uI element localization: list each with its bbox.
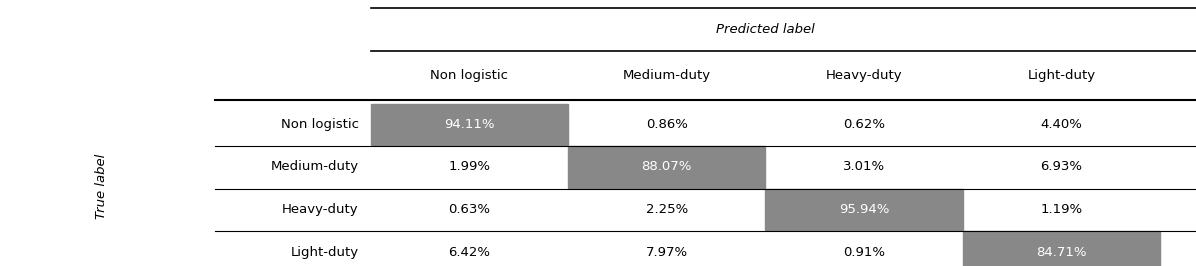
Text: Non logistic: Non logistic	[431, 69, 508, 82]
Bar	[963, 231, 1160, 266]
Text: Light-duty: Light-duty	[291, 246, 359, 259]
Text: 95.94%: 95.94%	[838, 203, 890, 216]
Text: Heavy-duty: Heavy-duty	[282, 203, 359, 216]
Bar	[765, 189, 963, 230]
Text: Medium-duty: Medium-duty	[623, 69, 710, 82]
Text: Heavy-duty: Heavy-duty	[825, 69, 903, 82]
Text: 84.71%: 84.71%	[1036, 246, 1087, 259]
Text: 1.19%: 1.19%	[1041, 203, 1082, 216]
Text: 6.93%: 6.93%	[1041, 160, 1082, 173]
Text: 3.01%: 3.01%	[843, 160, 885, 173]
Text: 7.97%: 7.97%	[646, 246, 688, 259]
Text: Light-duty: Light-duty	[1027, 69, 1096, 82]
Text: 4.40%: 4.40%	[1041, 118, 1082, 131]
Text: 0.91%: 0.91%	[843, 246, 885, 259]
Text: 2.25%: 2.25%	[646, 203, 688, 216]
Text: 88.07%: 88.07%	[641, 160, 692, 173]
Text: 94.11%: 94.11%	[444, 118, 495, 131]
Text: Medium-duty: Medium-duty	[270, 160, 359, 173]
Text: 6.42%: 6.42%	[448, 246, 490, 259]
Text: True label: True label	[96, 153, 108, 219]
Text: Non logistic: Non logistic	[281, 118, 359, 131]
Text: 0.62%: 0.62%	[843, 118, 885, 131]
Bar	[568, 146, 765, 188]
Text: 0.63%: 0.63%	[448, 203, 490, 216]
Bar	[371, 104, 568, 145]
Text: 0.86%: 0.86%	[646, 118, 688, 131]
Text: 1.99%: 1.99%	[448, 160, 490, 173]
Text: Predicted label: Predicted label	[716, 23, 814, 36]
